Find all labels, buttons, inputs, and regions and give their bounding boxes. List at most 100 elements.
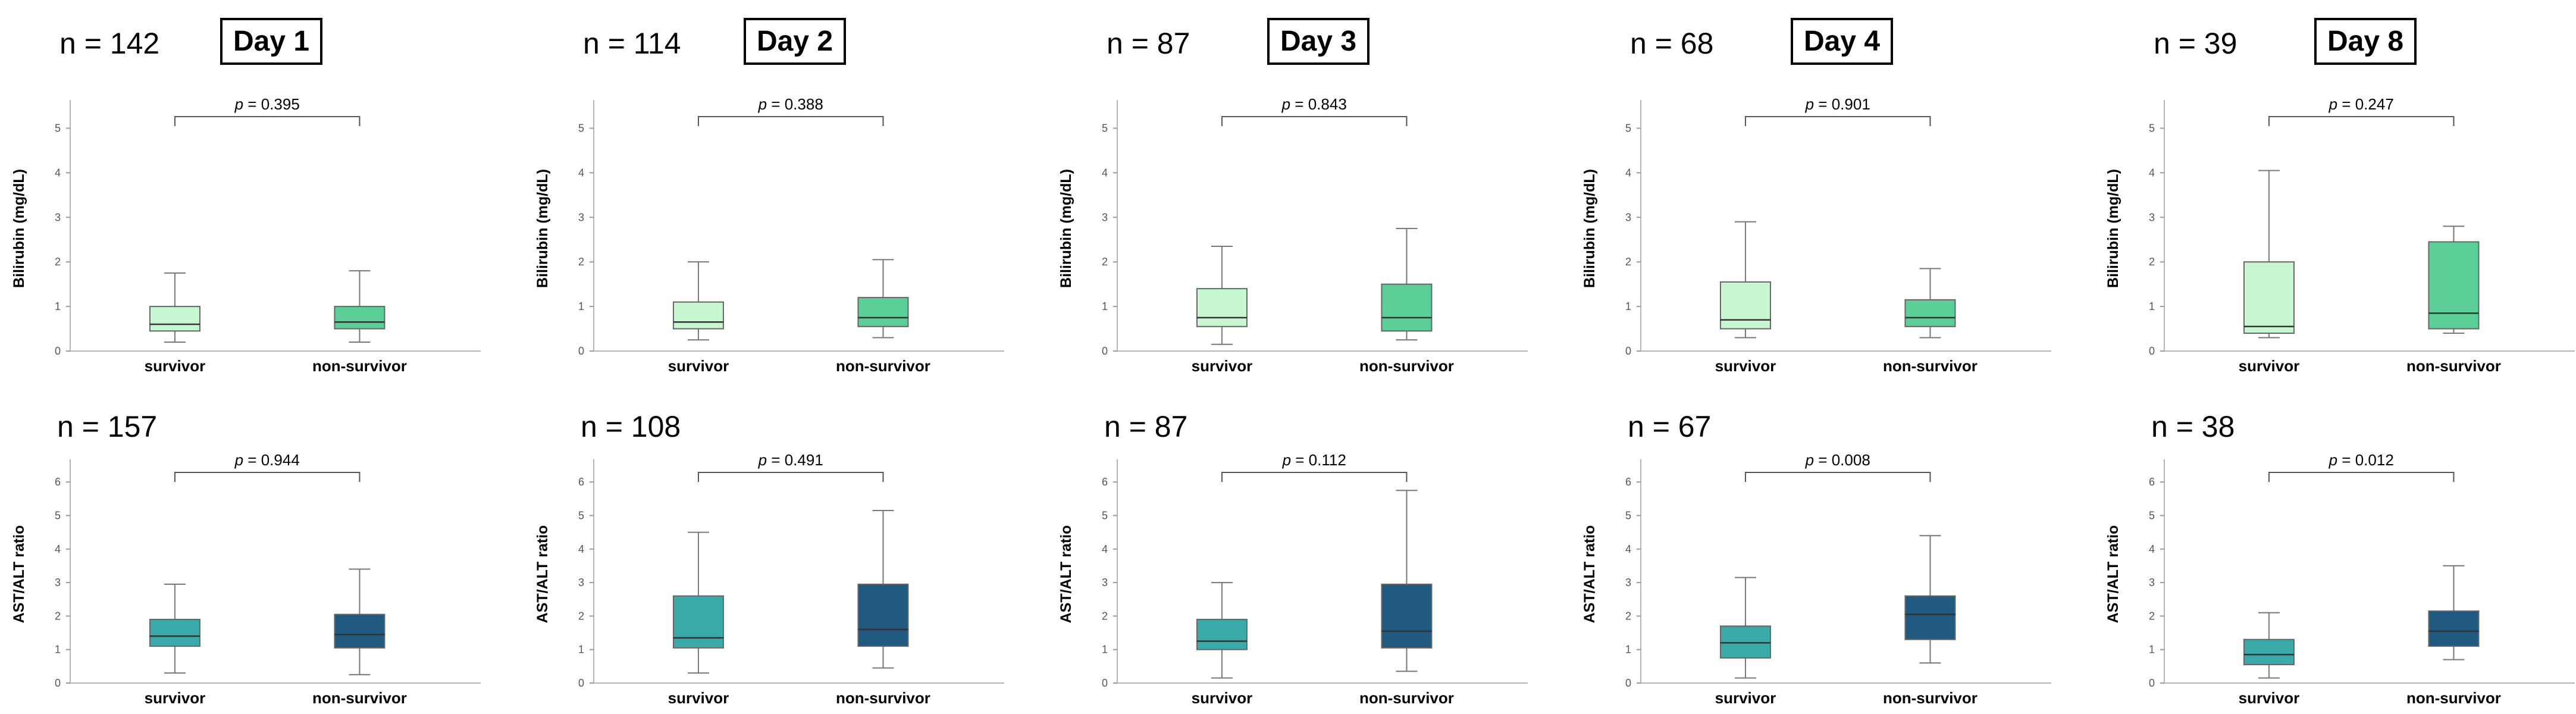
box-plot-panel: 0 1 2 3 4 5 Bilirubin (mg/dL) survivor non-survi… — [11, 95, 481, 375]
box-non-survivor — [334, 270, 386, 343]
y-tick-label: 5 — [1102, 509, 1108, 521]
p-value-label: p = 0.901 — [1805, 95, 1870, 113]
y-tick-label: 5 — [1625, 122, 1631, 134]
box-survivor — [1196, 245, 1248, 345]
x-category-label: survivor — [1715, 689, 1776, 707]
y-tick-label: 5 — [578, 122, 584, 134]
y-axis-title: AST/ALT ratio — [1058, 525, 1074, 624]
y-tick-label: 2 — [2149, 610, 2155, 622]
y-tick-label: 2 — [578, 610, 584, 622]
y-tick-label: 1 — [1102, 644, 1108, 656]
y-tick-label: 6 — [1625, 476, 1631, 488]
box-plot-panel: 0 1 2 3 4 5 6 AST/ALT ratio survivor non-survivor… — [11, 451, 481, 707]
sample-size-label: n = 68 — [1630, 27, 1714, 60]
y-tick-label: 5 — [55, 509, 61, 521]
box-survivor — [672, 531, 724, 674]
box-plot-panel: 0 1 2 3 4 5 Bilirubin (mg/dL) survivor non-survi… — [1058, 95, 1528, 375]
p-value-label: p = 0.012 — [2329, 451, 2394, 469]
y-tick-label: 1 — [55, 300, 61, 312]
y-tick-label: 5 — [2149, 122, 2155, 134]
y-tick-label: 2 — [1102, 256, 1108, 268]
p-value-label: p = 0.247 — [2329, 95, 2394, 113]
x-category-label: survivor — [668, 689, 729, 707]
y-tick-label: 1 — [1625, 300, 1631, 312]
y-tick-label: 0 — [578, 677, 584, 689]
significance-bracket — [2268, 472, 2455, 482]
y-tick-label: 3 — [578, 211, 584, 223]
y-tick-label: 1 — [578, 300, 584, 312]
y-tick-label: 5 — [1625, 509, 1631, 521]
x-category-label: non-survivor — [836, 689, 930, 707]
x-category-label: non-survivor — [2406, 357, 2501, 375]
y-tick-label: 5 — [578, 509, 584, 521]
x-category-label: survivor — [668, 357, 729, 375]
y-tick-label: 4 — [1625, 543, 1631, 555]
x-category-label: non-survivor — [1359, 357, 1454, 375]
y-tick-label: 0 — [55, 677, 61, 689]
y-axis-title: Bilirubin (mg/dL) — [2105, 169, 2121, 288]
box-survivor — [1719, 577, 1771, 679]
day-title-box: Day 8 — [2314, 18, 2417, 65]
y-tick-label: 2 — [55, 610, 61, 622]
y-tick-label: 4 — [2149, 543, 2155, 555]
x-category-label: non-survivor — [312, 357, 407, 375]
box-survivor — [672, 261, 724, 341]
y-axis-title: Bilirubin (mg/dL) — [11, 169, 27, 288]
p-value-label: p = 0.388 — [758, 95, 823, 113]
y-tick-label: 6 — [1102, 476, 1108, 488]
y-tick-label: 1 — [2149, 300, 2155, 312]
y-tick-label: 2 — [55, 256, 61, 268]
y-tick-label: 1 — [578, 644, 584, 656]
box-survivor — [2243, 612, 2295, 679]
iqr-box — [334, 306, 386, 330]
iqr-box — [857, 297, 909, 327]
x-category-label: survivor — [2239, 689, 2300, 707]
y-tick-label: 1 — [1625, 644, 1631, 656]
significance-bracket — [2268, 116, 2455, 126]
box-non-survivor — [857, 510, 909, 669]
y-tick-label: 4 — [1102, 167, 1108, 178]
significance-bracket — [697, 472, 884, 482]
iqr-box — [1719, 281, 1771, 330]
y-tick-label: 4 — [578, 543, 584, 555]
y-axis-title: AST/ALT ratio — [2105, 525, 2121, 624]
y-tick-label: 3 — [2149, 211, 2155, 223]
box-survivor — [2243, 170, 2295, 339]
x-category-label: survivor — [145, 689, 206, 707]
y-tick-label: 1 — [2149, 644, 2155, 656]
y-tick-label: 1 — [55, 644, 61, 656]
significance-bracket — [697, 116, 884, 126]
day-title-box: Day 1 — [220, 18, 323, 65]
x-category-label: non-survivor — [836, 357, 930, 375]
y-tick-label: 3 — [578, 577, 584, 588]
x-category-label: survivor — [1192, 357, 1253, 375]
day-title-box: Day 2 — [744, 18, 847, 65]
iqr-box — [2243, 638, 2295, 666]
box-non-survivor — [2428, 565, 2480, 660]
box-non-survivor — [857, 259, 909, 339]
y-tick-label: 2 — [1625, 256, 1631, 268]
y-tick-label: 2 — [578, 256, 584, 268]
sample-size-label: n = 114 — [583, 27, 681, 60]
y-tick-label: 3 — [55, 577, 61, 588]
y-tick-label: 6 — [578, 476, 584, 488]
p-value-label: p = 0.944 — [234, 451, 300, 469]
iqr-box — [2243, 261, 2295, 334]
significance-bracket — [174, 472, 361, 482]
sample-size-label: n = 87 — [1104, 410, 1188, 443]
y-tick-label: 5 — [2149, 509, 2155, 521]
y-tick-label: 3 — [1625, 577, 1631, 588]
x-category-label: non-survivor — [1883, 357, 1978, 375]
box-plot-panel: 0 1 2 3 4 5 6 AST/ALT ratio survivor non-survivor… — [1581, 451, 2051, 707]
y-axis-title: Bilirubin (mg/dL) — [1058, 169, 1074, 288]
significance-bracket — [1221, 116, 1408, 126]
x-category-label: survivor — [145, 357, 206, 375]
significance-bracket — [174, 116, 361, 126]
box-non-survivor — [334, 568, 386, 675]
y-tick-label: 2 — [1625, 610, 1631, 622]
y-axis-title: AST/ALT ratio — [1581, 525, 1598, 624]
box-survivor — [149, 272, 200, 343]
sample-size-label: n = 67 — [1628, 410, 1712, 443]
y-tick-label: 4 — [2149, 167, 2155, 178]
box-non-survivor — [1381, 228, 1433, 341]
